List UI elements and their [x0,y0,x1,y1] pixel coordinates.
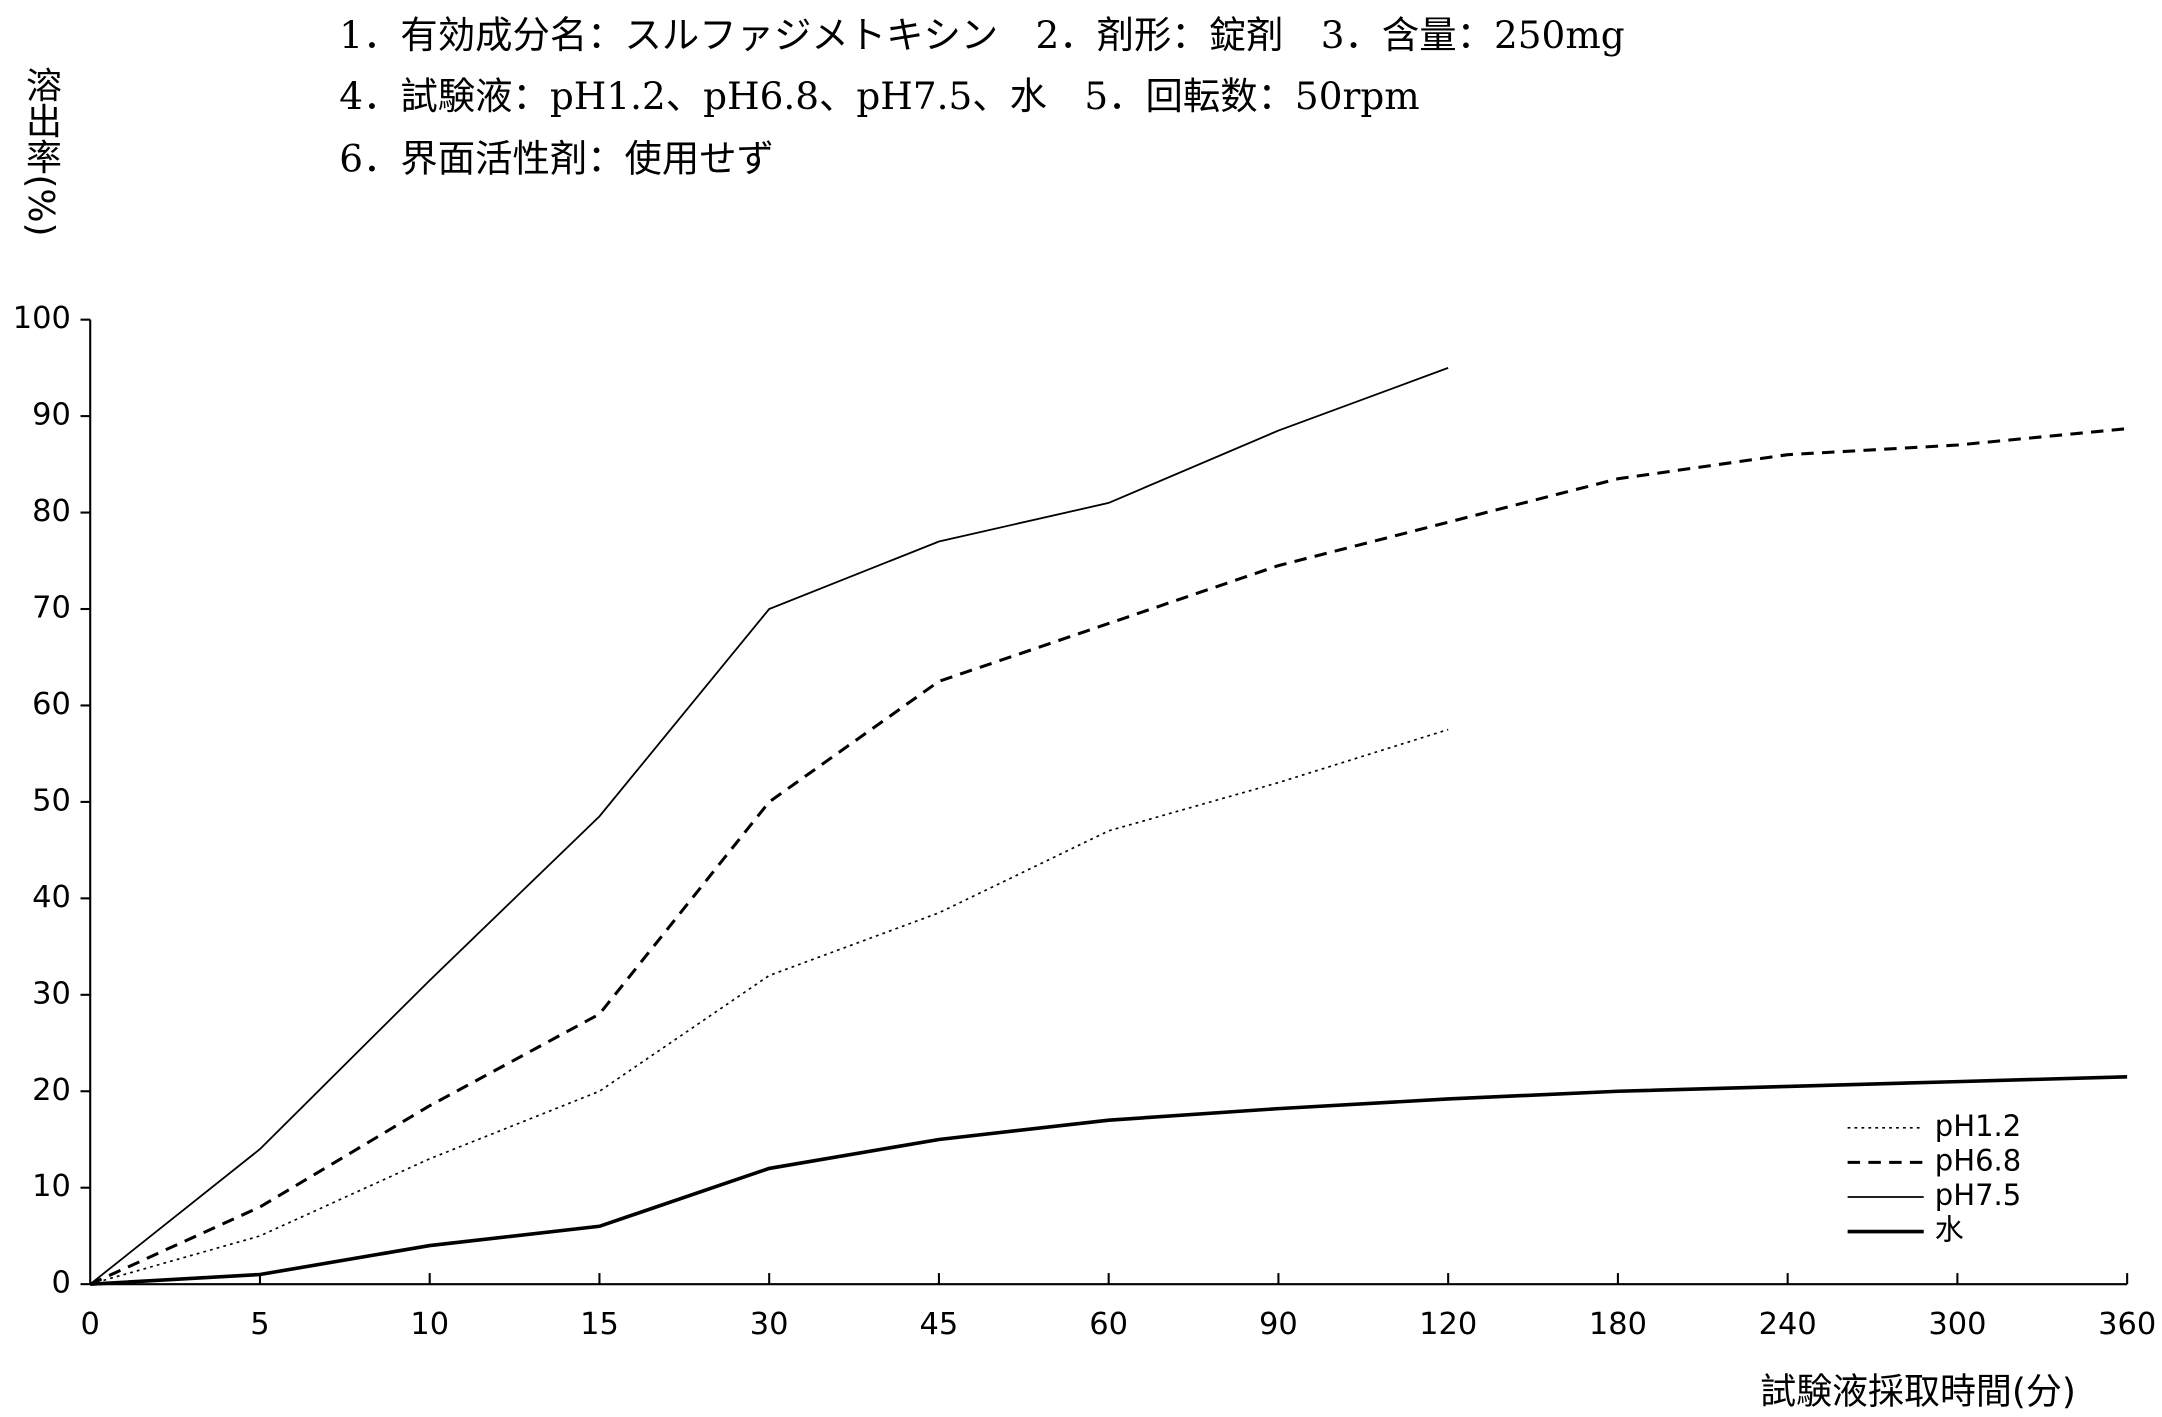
series-line [89,427,2128,1286]
legend-label: pH1.2 [1935,1109,2021,1143]
x-tick-label: 180 [1589,1307,1647,1342]
header-line: 6．界面活性剤：使用せず [339,136,774,180]
y-tick-label: 100 [13,301,71,336]
x-tick-label: 120 [1419,1307,1477,1342]
x-tick-label: 60 [1089,1307,1128,1342]
x-tick-label: 0 [81,1307,100,1342]
x-tick-label: 45 [920,1307,959,1342]
y-tick-label: 60 [32,687,71,722]
legend-label: pH6.8 [1935,1143,2021,1177]
x-tick-label: 30 [750,1307,789,1342]
y-axis-label: 溶出率(%) [20,66,61,237]
x-tick-label: 15 [580,1307,619,1342]
x-tick-label: 300 [1928,1307,1986,1342]
y-tick-label: 30 [32,976,71,1011]
series-line [90,1074,2128,1286]
header-line: 4．試験液：pH1.2、pH6.8、pH7.5、水 5．回転数：50rpm [339,74,1419,118]
y-tick-label: 70 [32,591,71,626]
x-tick-label: 5 [250,1307,269,1342]
y-tick-label: 40 [32,880,71,915]
y-tick-label: 0 [51,1266,70,1301]
x-tick-label: 360 [2098,1307,2156,1342]
header-line: 1．有効成分名：スルファジメトキシン 2．剤形：錠剤 3．含量：250mg [339,13,1624,57]
series-line [89,728,1449,1285]
legend-label: 水 [1935,1213,1964,1247]
x-tick-label: 240 [1759,1307,1817,1342]
series-line [89,367,1449,1285]
y-tick-label: 80 [32,494,71,529]
legend-label: pH7.5 [1935,1178,2021,1212]
y-tick-label: 10 [32,1169,71,1204]
x-tick-label: 90 [1259,1307,1298,1342]
y-tick-label: 90 [32,398,71,433]
y-tick-label: 20 [32,1073,71,1108]
y-tick-label: 50 [32,783,71,818]
x-tick-label: 10 [410,1307,449,1342]
x-axis-label: 試験液採取時間(分) [1760,1371,2076,1412]
